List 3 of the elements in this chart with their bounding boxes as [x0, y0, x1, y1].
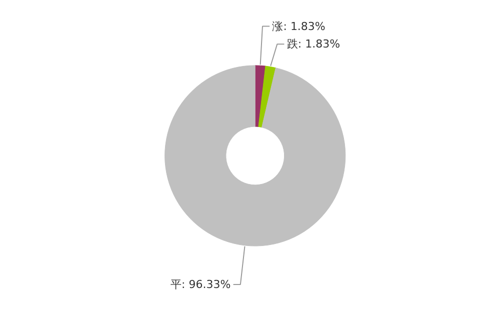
- slice-label: 跌: 1.83%: [286, 38, 340, 51]
- slice-label: 涨: 1.83%: [272, 20, 326, 33]
- slice-label: 平: 96.33%: [170, 278, 231, 292]
